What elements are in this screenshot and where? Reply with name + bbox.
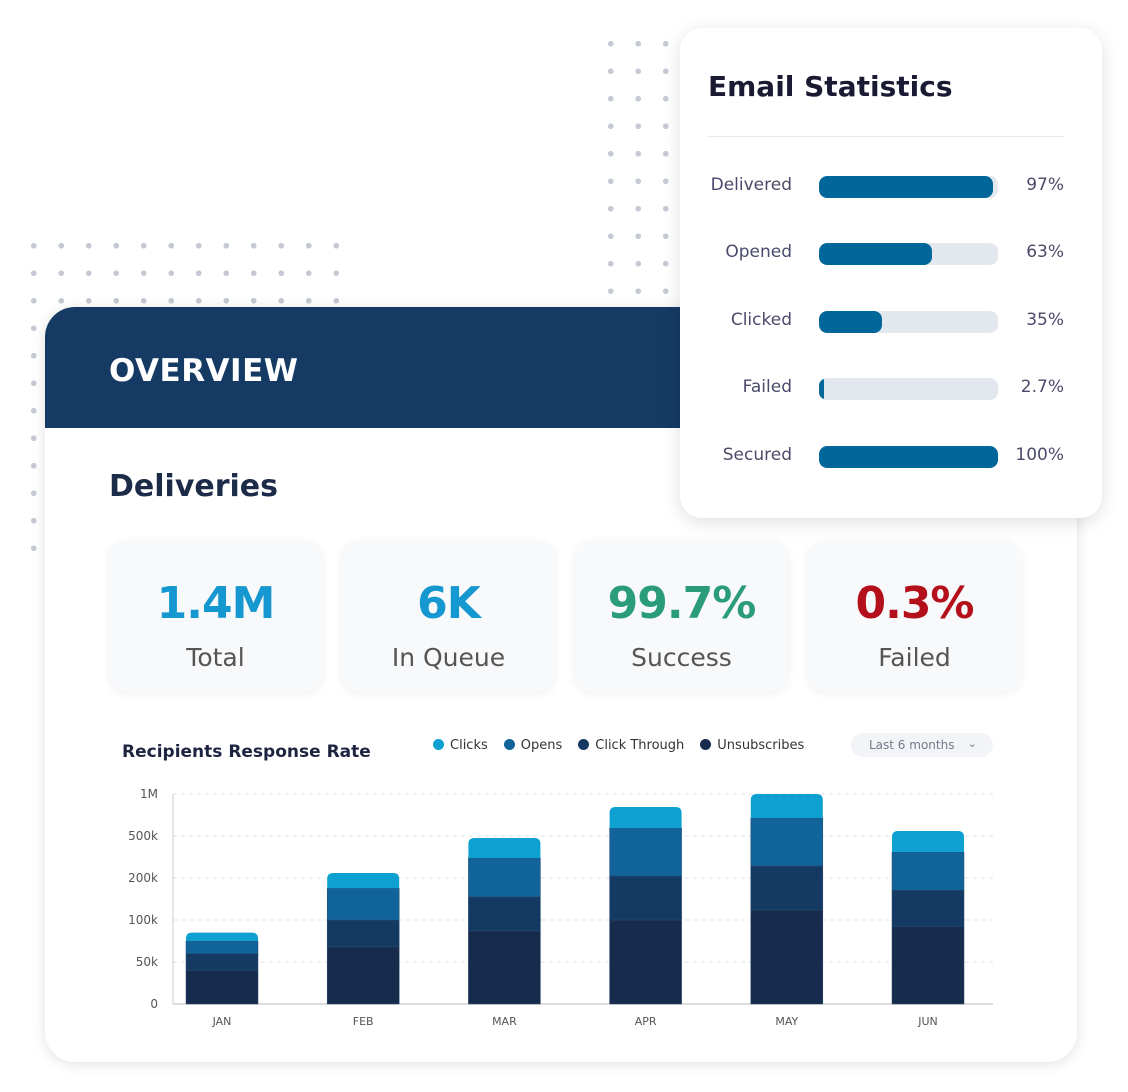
x-tick-label: JAN bbox=[212, 1015, 232, 1028]
y-tick-label: 200k bbox=[128, 871, 158, 885]
email-stats-title: Email Statistics bbox=[708, 70, 953, 103]
stat-row: Secured 100% bbox=[680, 445, 1102, 469]
y-tick-label: 100k bbox=[128, 913, 158, 927]
kpi-card: 6K In Queue bbox=[341, 540, 556, 692]
y-tick-label: 0 bbox=[150, 997, 158, 1011]
kpi-label: Success bbox=[631, 643, 732, 672]
x-tick-label: JUN bbox=[917, 1015, 938, 1028]
kpi-value: 1.4M bbox=[156, 578, 276, 629]
range-select-value: Last 6 months bbox=[869, 738, 955, 752]
x-tick-label: APR bbox=[635, 1015, 657, 1028]
stat-progress-bar bbox=[819, 243, 998, 265]
stat-label: Clicked bbox=[730, 310, 792, 330]
legend-label: Opens bbox=[520, 738, 563, 753]
email-statistics-card: Email Statistics Delivered 97% Opened 63% Cl… bbox=[680, 28, 1102, 518]
stat-percent: 63% bbox=[1026, 242, 1064, 262]
legend-dot-icon bbox=[433, 739, 444, 750]
stat-progress-fill bbox=[819, 378, 825, 400]
legend-item: Opens bbox=[503, 738, 563, 753]
legend-dot-icon bbox=[503, 739, 515, 750]
divider bbox=[707, 136, 1064, 137]
stat-row: Clicked 35% bbox=[680, 310, 1102, 334]
stat-label: Failed bbox=[742, 377, 792, 397]
stat-percent: 100% bbox=[1015, 445, 1064, 465]
kpi-label: Failed bbox=[878, 643, 951, 672]
bar-segment-click-through bbox=[185, 953, 259, 971]
bar-segment-click-through bbox=[468, 896, 541, 932]
bar-segment-opens bbox=[468, 857, 541, 898]
legend-dot-icon bbox=[578, 739, 590, 750]
kpi-card: 99.7% Success bbox=[574, 540, 789, 692]
bar-segment-opens bbox=[326, 887, 400, 921]
bar-segment-clicks bbox=[327, 872, 400, 889]
kpi-card: 1.4M Total bbox=[108, 540, 323, 692]
x-tick-label: MAR bbox=[492, 1015, 517, 1028]
stat-progress-bar bbox=[819, 311, 998, 333]
legend-label: Click Through bbox=[595, 738, 685, 753]
stat-label: Opened bbox=[725, 242, 792, 262]
bar-segment-opens bbox=[891, 851, 965, 891]
bar-segment-click-through bbox=[609, 875, 682, 921]
bar-segment-unsubscribes bbox=[185, 970, 259, 1005]
legend-dot-icon bbox=[700, 739, 712, 750]
kpi-value: 0.3% bbox=[855, 578, 974, 629]
bar-segment-opens bbox=[609, 827, 682, 877]
bar-segment-clicks bbox=[186, 932, 258, 941]
bar-segment-clicks bbox=[468, 837, 541, 858]
stat-progress-bar bbox=[819, 176, 998, 198]
bar-segment-click-through bbox=[750, 865, 824, 911]
response-rate-chart: 0 50k 100k 200k 500k 1M JAN FEB MAR APR MAY JUN bbox=[128, 787, 993, 1028]
x-tick-label: MAY bbox=[775, 1015, 798, 1028]
y-tick-label: 500k bbox=[128, 829, 158, 843]
overview-title: OVERVIEW bbox=[109, 353, 299, 389]
bar-segment-opens bbox=[750, 817, 824, 867]
stat-row: Failed 2.7% bbox=[680, 377, 1102, 401]
stat-label: Delivered bbox=[710, 175, 792, 195]
stat-percent: 97% bbox=[1026, 175, 1064, 195]
bar-segment-clicks bbox=[609, 807, 682, 829]
bar-segment-unsubscribes bbox=[326, 946, 400, 1005]
stat-percent: 2.7% bbox=[1020, 377, 1064, 397]
kpi-value: 99.7% bbox=[607, 578, 757, 629]
bar-segment-clicks bbox=[750, 794, 823, 819]
dot-pattern bbox=[597, 30, 687, 320]
bar-segment-opens bbox=[185, 940, 259, 954]
bar-segment-unsubscribes bbox=[891, 926, 965, 1005]
stat-label: Secured bbox=[722, 445, 792, 465]
kpi-value: 6K bbox=[417, 578, 481, 629]
bar-segment-click-through bbox=[891, 889, 965, 927]
legend-item: Clicks bbox=[433, 738, 488, 753]
stat-progress-fill bbox=[819, 176, 993, 198]
chart-legend: Clicks Opens Click Through Unsubscribes bbox=[433, 738, 804, 753]
y-tick-label: 50k bbox=[136, 955, 158, 969]
kpi-label: Total bbox=[186, 643, 245, 672]
deliveries-heading: Deliveries bbox=[109, 469, 278, 504]
bar-segment-unsubscribes bbox=[609, 919, 682, 1005]
stat-progress-fill bbox=[819, 446, 998, 468]
bar-segment-click-through bbox=[326, 919, 400, 948]
y-tick-label: 1M bbox=[140, 787, 158, 801]
stat-progress-fill bbox=[819, 311, 882, 333]
chart-title: Recipients Response Rate bbox=[122, 742, 371, 762]
kpi-card: 0.3% Failed bbox=[807, 540, 1022, 692]
stat-progress-fill bbox=[819, 243, 932, 265]
kpi-label: In Queue bbox=[391, 643, 506, 672]
legend-label: Clicks bbox=[450, 738, 488, 753]
chevron-down-icon: ⌄ bbox=[967, 737, 977, 750]
range-select[interactable]: Last 6 months ⌄ bbox=[851, 733, 993, 757]
stat-row: Opened 63% bbox=[680, 242, 1102, 266]
legend-item: Click Through bbox=[578, 738, 684, 753]
stat-row: Delivered 97% bbox=[680, 175, 1102, 199]
stat-progress-bar bbox=[819, 446, 998, 468]
stat-percent: 35% bbox=[1026, 310, 1064, 330]
bar-segment-unsubscribes bbox=[468, 930, 541, 1005]
legend-item: Unsubscribes bbox=[700, 738, 804, 753]
x-tick-label: FEB bbox=[353, 1015, 374, 1028]
bar-segment-unsubscribes bbox=[750, 909, 824, 1005]
bar-segment-clicks bbox=[892, 830, 964, 852]
stat-progress-bar bbox=[819, 378, 998, 400]
legend-label: Unsubscribes bbox=[717, 738, 805, 753]
